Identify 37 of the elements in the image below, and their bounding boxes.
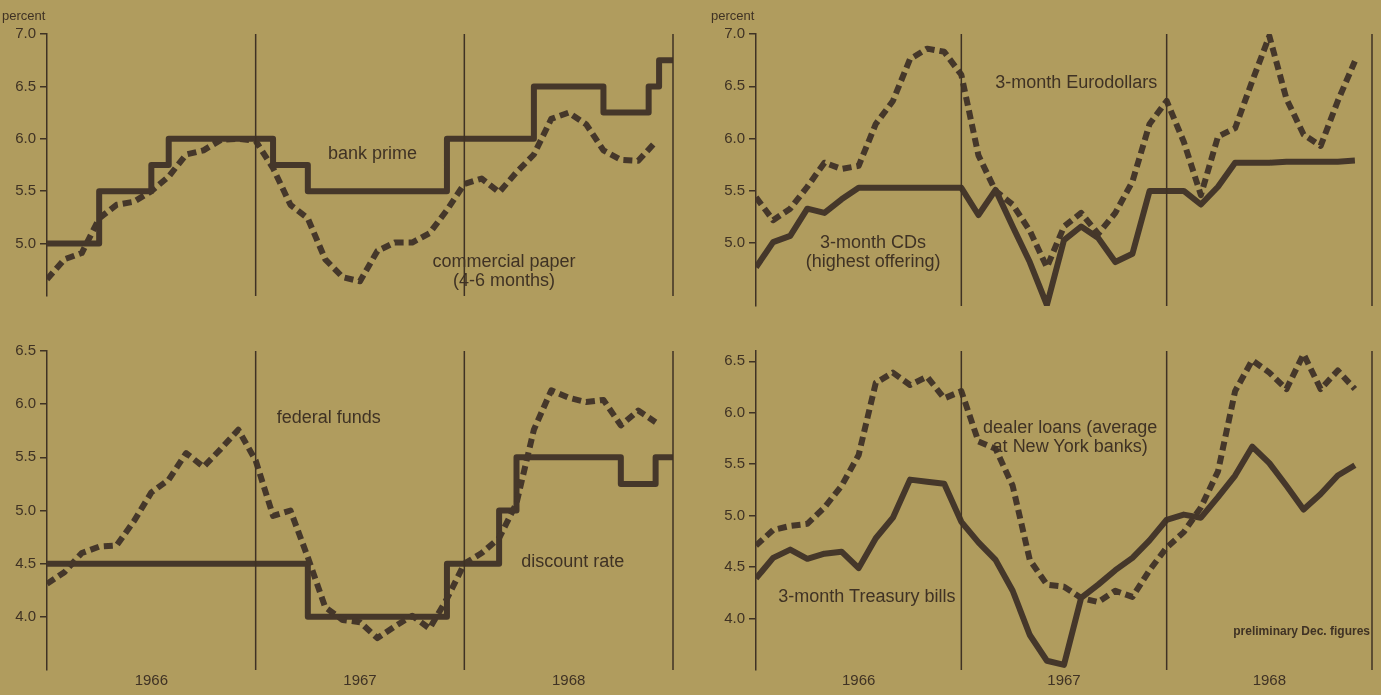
x-tick-label: 1967 — [1047, 671, 1081, 689]
y-tick-label: 6.5 — [15, 341, 36, 359]
y-tick-label: 7.0 — [724, 24, 745, 42]
y-tick-label: 5.5 — [724, 454, 745, 472]
series-label: discount rate — [521, 550, 625, 571]
y-tick-label: 5.5 — [15, 181, 36, 199]
y-tick-label: 6.5 — [15, 76, 36, 94]
x-tick-label: 1967 — [343, 671, 377, 689]
x-tick-label: 1968 — [551, 671, 586, 689]
y-axis-title: percent — [711, 7, 755, 23]
y-tick-label: 4.5 — [15, 553, 36, 571]
x-tick-label: 1966 — [134, 671, 169, 689]
y-tick-label: 6.0 — [724, 402, 745, 420]
y-tick-label: 5.0 — [724, 233, 745, 251]
y-tick-label: 6.0 — [724, 128, 745, 146]
y-tick-label: 6.5 — [724, 351, 745, 369]
y-axis-title: percent — [2, 7, 46, 23]
y-tick-label: 4.0 — [724, 608, 745, 626]
y-tick-label: 6.0 — [15, 128, 36, 146]
x-tick-label: 1966 — [841, 671, 876, 689]
series-label: 3-month CDs (highest offering) — [805, 232, 941, 272]
series-label: 3-month Treasury bills — [778, 585, 956, 606]
y-tick-label: 5.0 — [724, 505, 745, 523]
y-tick-label: 4.5 — [724, 557, 745, 575]
y-tick-label: 5.5 — [15, 447, 36, 465]
y-tick-label: 6.0 — [15, 394, 36, 412]
series-label: bank prime — [328, 143, 418, 164]
annotation: preliminary Dec. figures — [1233, 624, 1371, 639]
series-label: federal funds — [276, 406, 381, 427]
y-tick-label: 5.0 — [15, 233, 36, 251]
y-tick-label: 5.0 — [15, 500, 36, 518]
y-tick-label: 4.0 — [15, 606, 36, 624]
series-label: 3-month Eurodollars — [995, 71, 1158, 92]
y-tick-label: 5.5 — [724, 181, 745, 199]
y-tick-label: 7.0 — [15, 24, 36, 42]
x-tick-label: 1968 — [1252, 671, 1287, 689]
y-tick-label: 6.5 — [724, 76, 745, 94]
